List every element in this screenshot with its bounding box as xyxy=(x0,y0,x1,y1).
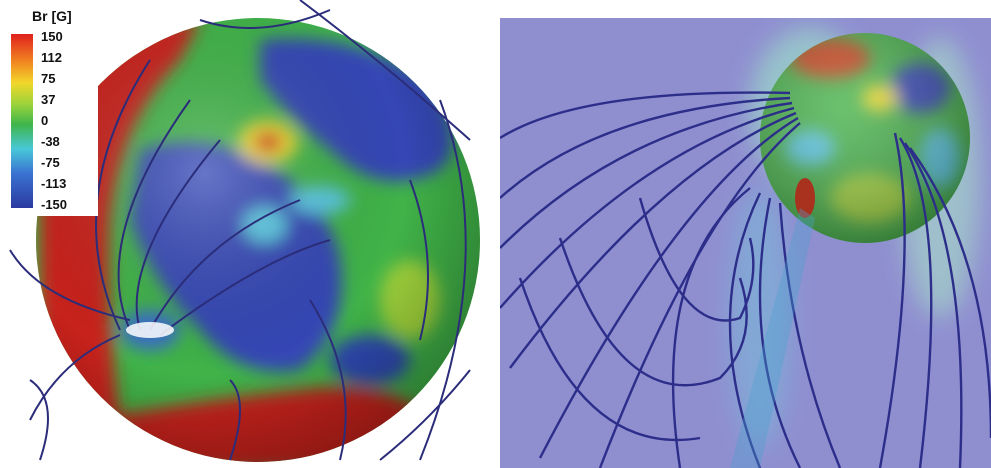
colorbar-tick: 150 xyxy=(41,29,63,44)
colorbar-tick: -113 xyxy=(41,176,67,191)
colorbar-title: Br [G] xyxy=(32,8,72,24)
field-line-loops xyxy=(500,91,991,468)
field-lines xyxy=(9,0,471,461)
streamer-beam xyxy=(730,208,815,468)
colorbar-tick: -150 xyxy=(41,197,68,212)
left-sphere-figure xyxy=(9,0,480,462)
right-field-figure xyxy=(500,28,991,468)
right-sphere-panel xyxy=(500,18,991,468)
active-region xyxy=(795,178,815,218)
colorbar-tick: 0 xyxy=(41,113,49,128)
colorbar-gradient xyxy=(11,34,33,208)
bright-spot xyxy=(126,322,174,338)
colorbar-tick: -38 xyxy=(41,134,60,149)
colorbar-tick: 37 xyxy=(41,92,56,107)
colorbar-ticks: 150 112 75 37 0 -38 -75 -113 -150 xyxy=(41,30,97,212)
left-sphere-panel: Br [G] 150 112 75 37 0 -38 -75 -113 -150 xyxy=(0,0,492,468)
colorbar-tick: 112 xyxy=(41,50,62,65)
colorbar-tick: 75 xyxy=(41,71,56,86)
colorbar-tick: -75 xyxy=(41,155,60,170)
colorbar-legend: Br [G] 150 112 75 37 0 -38 -75 -113 -150 xyxy=(8,6,98,216)
